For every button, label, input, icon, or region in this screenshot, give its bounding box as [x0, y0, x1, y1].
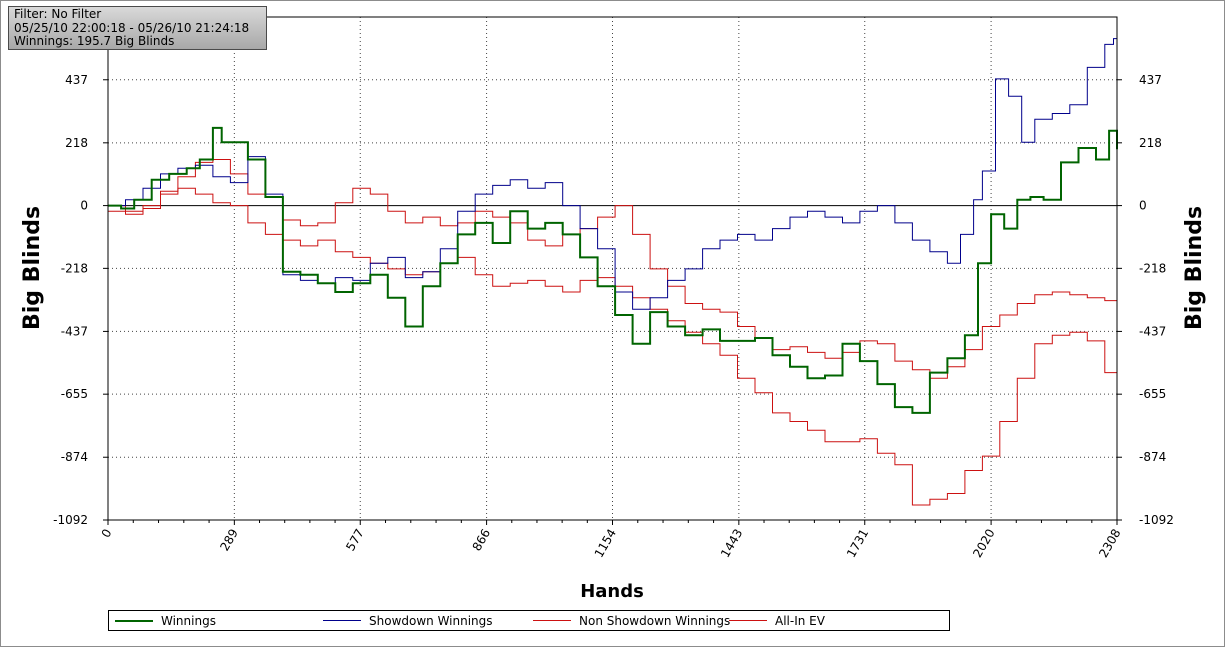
- legend-swatch: [729, 620, 767, 621]
- x-tick-label: 289: [217, 527, 241, 554]
- series-line-showdown-winnings: [108, 38, 1118, 310]
- x-axis-title: Hands: [580, 581, 644, 602]
- x-tick-label: 0: [99, 527, 115, 541]
- legend-label: All-In EV: [775, 613, 825, 628]
- legend-swatch: [533, 620, 571, 621]
- series-line-winnings: [108, 126, 1118, 414]
- y-tick-label-left: 218: [65, 136, 88, 150]
- legend-swatch: [115, 619, 153, 622]
- filter-info-box: Filter: No Filter 05/25/10 22:00:18 - 05…: [8, 6, 267, 50]
- y-tick-label-left: 437: [65, 73, 88, 87]
- legend-item: All-In EV: [729, 611, 825, 630]
- y-tick-label-right: 0: [1139, 199, 1147, 213]
- grid-layer: [108, 17, 1117, 520]
- x-tick-label: 1443: [718, 527, 745, 560]
- y-tick-label-right: -437: [1139, 324, 1166, 338]
- x-tick-label: 1731: [844, 527, 871, 560]
- legend-label: Winnings: [161, 613, 216, 628]
- y-tick-label-right: -655: [1139, 387, 1166, 401]
- y-tick-label-left: -655: [61, 387, 88, 401]
- series-layer: [108, 38, 1118, 506]
- legend-label: Showdown Winnings: [369, 613, 493, 628]
- date-range-text: 05/25/10 22:00:18 - 05/26/10 21:24:18: [14, 20, 250, 35]
- y-tick-label-right: -874: [1139, 450, 1166, 464]
- legend-swatch: [323, 620, 361, 621]
- legend-item: Non Showdown Winnings: [533, 611, 730, 630]
- x-tick-label: 1154: [592, 527, 619, 560]
- y-tick-label-left: 0: [80, 199, 88, 213]
- y-tick-label-right: 218: [1139, 136, 1162, 150]
- x-tick-label: 2308: [1096, 527, 1123, 560]
- legend-item: Winnings: [115, 611, 216, 630]
- x-tick-label: 2020: [970, 526, 997, 559]
- tick-layer: 0 289 577 866 1154 1443 1731 2020 2308 437 437 218 2…: [53, 73, 1174, 560]
- legend-item: Showdown Winnings: [323, 611, 493, 630]
- y-tick-label-left: -437: [61, 324, 88, 338]
- filter-text: Filter: No Filter: [14, 7, 102, 21]
- y-tick-label-right: -218: [1139, 261, 1166, 275]
- y-axis-title-right: Big Blinds: [1182, 206, 1207, 330]
- y-tick-label-right: -1092: [1139, 513, 1174, 527]
- y-tick-label-right: 437: [1139, 73, 1162, 87]
- x-tick-label: 866: [470, 527, 494, 554]
- x-tick-label: 577: [343, 527, 367, 554]
- legend: Winnings Showdown Winnings Non Showdown Wi…: [108, 610, 950, 631]
- y-tick-label-left: -874: [61, 450, 88, 464]
- y-axis-title-left: Big Blinds: [20, 206, 45, 330]
- y-tick-label-left: -1092: [53, 513, 88, 527]
- legend-label: Non Showdown Winnings: [579, 613, 731, 628]
- y-tick-label-left: -218: [61, 261, 88, 275]
- winnings-summary-text: Winnings: 195.7 Big Blinds: [14, 34, 175, 48]
